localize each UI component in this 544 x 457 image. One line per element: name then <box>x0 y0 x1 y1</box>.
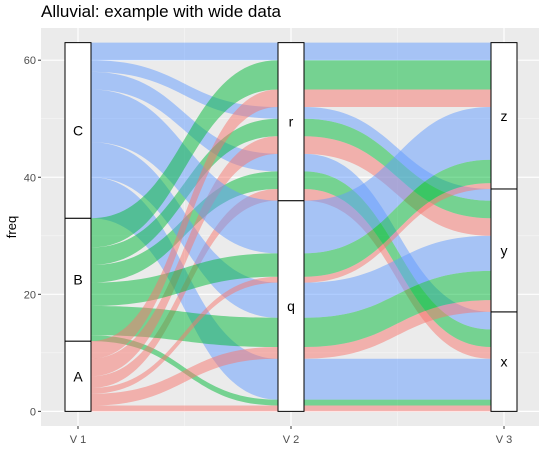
flow-ribbon <box>91 136 278 377</box>
flow-ribbon <box>91 405 278 412</box>
y-tick-label: 0 <box>30 406 36 418</box>
flow-ribbon <box>304 60 491 90</box>
flow-ribbon <box>304 183 491 283</box>
stratum-label: q <box>287 298 295 314</box>
stratum-box <box>277 42 305 202</box>
flow-ribbon <box>91 42 278 61</box>
flow-ribbon <box>91 89 278 359</box>
stratum-label: z <box>501 108 508 124</box>
flow-ribbon <box>304 270 491 347</box>
flow-ribbon <box>304 405 491 412</box>
stratum-box <box>490 42 518 190</box>
flow-ribbon <box>304 300 491 359</box>
y-tick-label: 60 <box>24 55 36 67</box>
flow-ribbon <box>304 107 491 201</box>
flow-ribbon <box>91 346 278 406</box>
flow-ribbon <box>91 89 278 254</box>
stratum-label: x <box>501 354 508 370</box>
x-tick-label: V 3 <box>496 434 513 446</box>
flow-ribbon <box>304 42 491 61</box>
axis-layer: 0 20 40 60 V 1 V 2 V 3 <box>24 55 513 446</box>
flow-ribbon <box>304 159 491 277</box>
stratum-layer: A B Cq r x y z <box>64 42 518 412</box>
flow-ribbon <box>304 235 491 318</box>
flow-ribbon <box>91 253 278 307</box>
stratum-box <box>277 200 305 412</box>
stratum-label: A <box>73 368 83 384</box>
flow-ribbon <box>304 358 491 400</box>
stratum-label: y <box>501 242 508 258</box>
stratum-label: r <box>289 114 294 130</box>
stratum-box <box>490 188 518 313</box>
flow-layer <box>65 42 517 412</box>
flow-ribbon <box>304 171 491 347</box>
flow-ribbon <box>304 107 491 254</box>
stratum-box <box>64 42 92 219</box>
x-tick-label: V 1 <box>70 434 87 446</box>
y-axis-title: freq <box>4 216 19 238</box>
flow-ribbon <box>304 153 491 330</box>
flow-ribbon <box>91 60 278 248</box>
flow-ribbon <box>304 399 491 406</box>
y-tick-label: 20 <box>24 289 36 301</box>
x-tick-label: V 2 <box>283 434 300 446</box>
flow-ribbon <box>304 89 491 108</box>
flow-ribbon <box>91 276 278 394</box>
stratum-label: C <box>73 122 83 138</box>
chart-title: Alluvial: example with wide data <box>41 2 282 21</box>
y-tick-label: 40 <box>24 172 36 184</box>
stratum-label: B <box>73 272 82 288</box>
